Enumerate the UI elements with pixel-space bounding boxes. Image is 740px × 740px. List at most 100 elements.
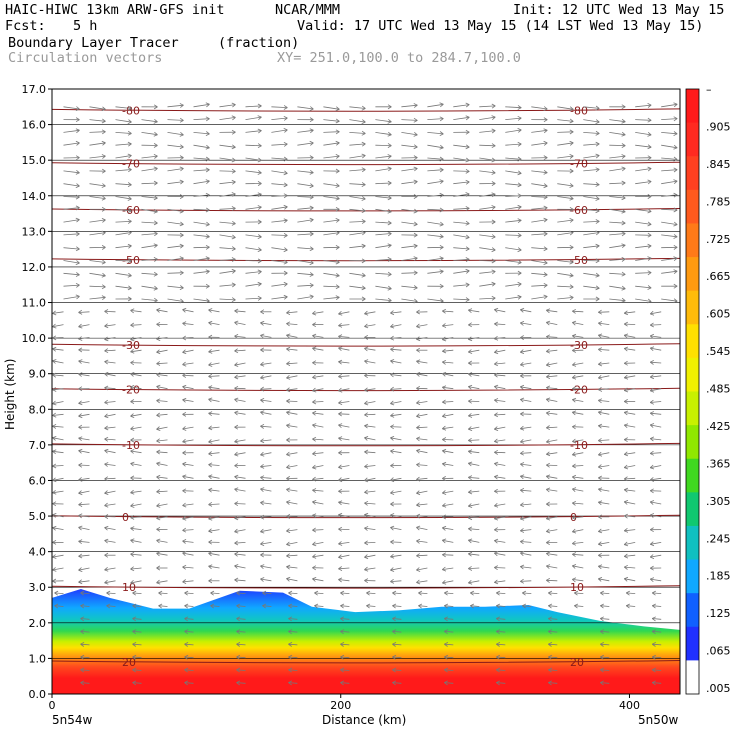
circulation-vector [390,360,402,364]
circulation-vector [557,119,574,122]
circulation-vector [557,232,574,236]
vector-head [312,310,317,316]
circulation-vector [89,196,106,199]
vector-head [413,256,418,262]
colorbar-label: .185 [706,570,731,583]
vector-head [132,590,137,596]
circulation-vector [624,489,636,492]
vector-head [361,196,366,201]
vector-head [623,374,629,380]
circulation-vector [78,490,90,494]
colorbar-swatch [686,593,699,628]
vector-head [465,179,470,185]
circulation-vector [115,143,132,146]
vector-head [80,642,85,647]
vector-head [179,131,184,137]
circulation-vector [193,270,210,274]
circulation-vector [89,106,106,110]
vector-head [106,603,111,609]
circulation-vector [312,477,324,480]
vector-head [231,144,236,150]
vector-head [335,272,340,278]
vector-head [491,269,496,275]
circulation-vector [468,503,480,507]
circulation-vector [297,129,314,133]
circulation-vector [260,439,272,442]
vector-head [205,244,210,250]
vector-head [338,566,343,571]
vector-head [673,283,678,289]
circulation-vector [156,349,168,353]
vector-head [491,281,496,287]
circulation-vector [167,144,184,148]
vector-head [205,283,210,289]
vector-head [208,551,213,557]
vector-head [309,205,314,211]
circulation-vector [349,132,366,134]
circulation-vector [416,360,428,364]
vector-head [340,667,345,673]
circulation-vector [167,298,184,302]
circulation-vector [208,309,220,313]
vector-head [392,680,397,686]
circulation-vector [598,349,610,351]
vector-head [595,272,600,278]
vector-head [468,475,473,481]
vector-head [543,128,548,134]
vector-head [234,374,239,380]
circulation-vector [271,219,288,223]
vector-head [156,361,161,366]
circulation-vector [572,565,584,569]
vector-head [496,590,501,596]
vector-head [158,590,163,596]
vector-head [491,115,496,121]
circulation-vector [193,234,210,238]
vector-head [491,192,496,198]
circulation-vector [89,131,106,133]
vector-head [621,257,626,262]
circulation-vector [505,206,522,210]
vector-head [387,118,392,124]
vector-head [52,359,57,364]
circulation-vector [520,475,532,479]
circulation-vector [546,412,558,415]
circulation-vector [494,567,506,569]
circulation-vector [219,234,236,238]
vector-head [75,140,80,146]
circulation-vector [505,129,522,133]
vector-head [205,269,210,275]
vector-head [234,451,239,457]
circulation-vector [52,437,64,441]
circulation-vector [624,375,636,379]
circulation-vector [141,208,158,213]
vector-head [413,166,418,172]
vector-head [234,438,239,444]
vector-head [257,234,262,239]
vector-head [494,565,498,571]
vector-head [647,208,652,214]
circulation-vector [130,386,142,390]
vector-head [517,141,522,147]
vector-head [156,579,161,585]
vector-head [257,247,262,252]
circulation-vector [234,349,246,352]
circulation-vector [182,566,194,569]
circulation-vector [234,335,246,338]
circulation-vector [531,129,548,133]
vector-head [205,256,210,262]
circulation-vector [130,567,142,570]
vector-head [257,128,262,134]
circulation-vector [598,362,610,365]
vector-head [75,217,80,223]
vector-head [101,230,106,236]
valid-time: Valid: 17 UTC Wed 13 May 15 (14 LST Wed … [297,18,704,34]
circulation-vector [286,452,298,455]
vector-head [288,590,293,596]
circulation-vector [572,516,584,519]
vector-head [286,410,291,416]
vector-head [182,474,187,480]
vector-head [491,234,496,239]
circulation-vector [546,322,558,325]
circulation-vector [496,592,506,594]
vector-head [127,141,132,147]
